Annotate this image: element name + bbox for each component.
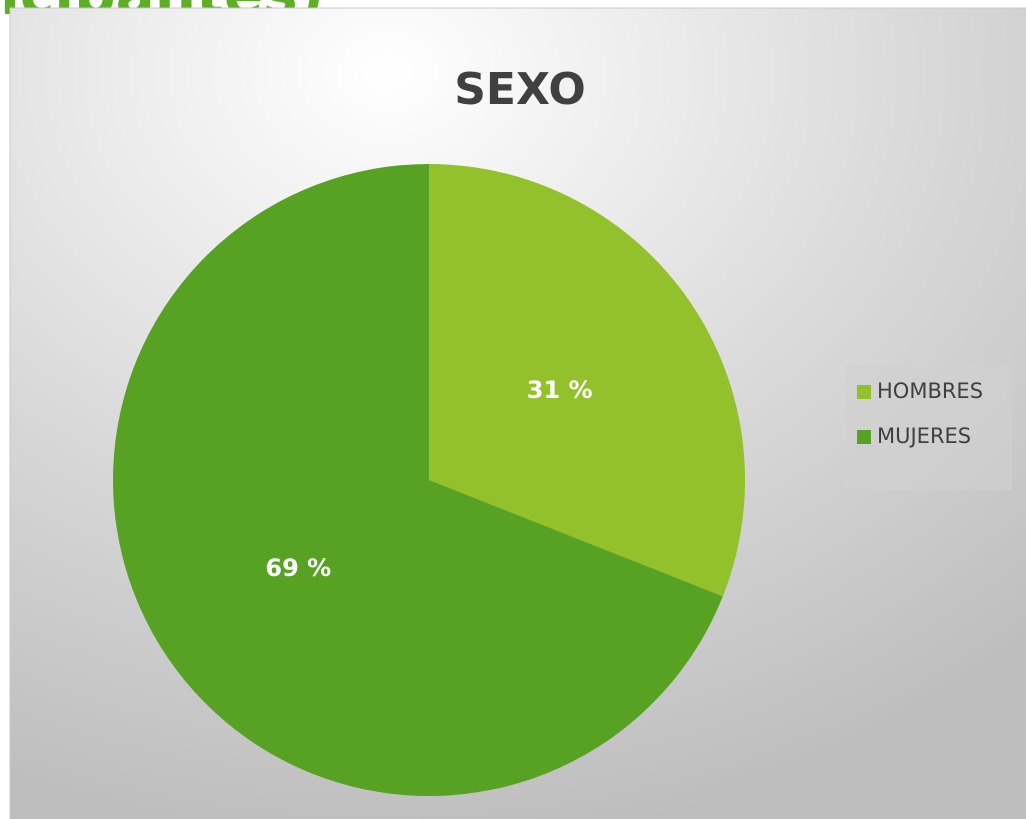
data-label: 31 % bbox=[527, 376, 593, 404]
legend-box bbox=[846, 365, 1012, 490]
pie-slice bbox=[113, 164, 723, 796]
legend-swatch bbox=[857, 430, 871, 444]
data-label: 69 % bbox=[265, 554, 331, 582]
legend-label: HOMBRES bbox=[877, 379, 983, 403]
chart-title: SEXO bbox=[454, 64, 586, 115]
legend-swatch bbox=[857, 385, 871, 399]
legend-label: MUJERES bbox=[877, 424, 971, 448]
pie-slice bbox=[429, 164, 746, 597]
